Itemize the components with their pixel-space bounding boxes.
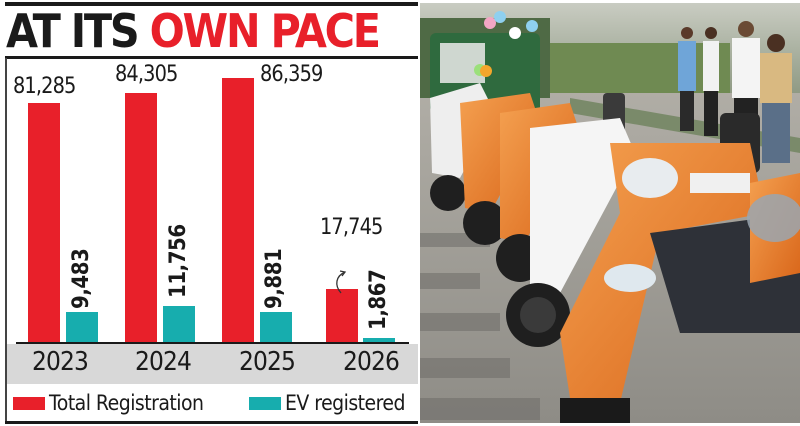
legend-item-ev: EV registered [249,390,418,416]
bar-total-2024 [125,93,157,344]
year-2023: 2023 [32,347,89,377]
label-total-2025: 86,359 [260,62,323,87]
legend-label-total: Total Registration [49,391,204,415]
year-2026: 2026 [343,347,400,377]
label-ev-2023: 9,483 [69,248,94,309]
bar-ev-2025 [260,312,292,344]
x-axis-years: 2023 2024 2025 2026 [7,344,418,384]
bar-total-2023 [28,103,60,344]
legend: Total Registration EV registered [7,384,418,421]
x-axis-line [16,342,409,344]
bar-total-2026 [326,289,358,344]
annotation-arrow-icon [336,270,347,294]
legend-swatch-ev [249,396,281,410]
title-rule [5,56,418,59]
label-ev-2026: 1,867 [366,269,391,330]
title-part-2: OWN PACE [149,4,381,58]
frame-left-border [5,58,7,424]
chart-panel: AT ITS OWN PACE 81,285 9,483 84,305 11,7… [5,2,418,424]
label-total-2026: 17,745 [320,215,383,240]
plot-area: 81,285 9,483 84,305 11,756 86,359 9,881 … [7,59,418,344]
title-part-1: AT ITS [6,4,140,58]
bar-total-2025 [222,78,254,344]
photo-illustration [420,3,800,423]
year-2025: 2025 [239,347,296,377]
legend-item-total: Total Registration [13,390,221,416]
top-rule [5,2,418,6]
year-2024: 2024 [135,347,192,377]
label-ev-2024: 11,756 [166,224,191,298]
scooters-photo [420,3,800,423]
chart-title: AT ITS OWN PACE [6,4,381,58]
label-ev-2025: 9,881 [262,248,287,309]
label-total-2024: 84,305 [115,62,178,87]
legend-label-ev: EV registered [285,391,406,415]
bar-ev-2026 [363,338,395,344]
bar-ev-2024 [163,306,195,344]
label-total-2023: 81,285 [13,74,76,99]
frame-bottom-border [5,421,418,424]
legend-swatch-total [13,396,45,410]
bar-ev-2023 [66,312,98,344]
